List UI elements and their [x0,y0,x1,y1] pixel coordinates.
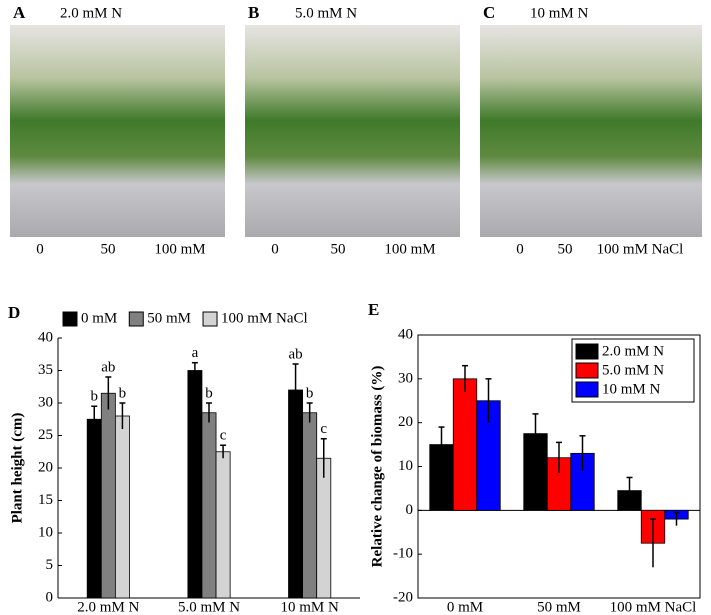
y-tick-label: 30 [398,370,413,386]
legend-label: 100 mM NaCl [221,310,308,326]
photo-label: 50 [558,241,573,257]
y-tick-label: 10 [398,458,413,474]
significance-letter: c [220,428,227,444]
significance-letter: b [205,385,213,401]
legend-label: 0 mM [81,310,117,326]
photo-label: 0 [271,241,279,257]
legend-swatch [575,362,599,379]
bar [288,389,304,599]
panel-label: A [13,3,26,22]
y-tick-label: 25 [38,427,53,443]
significance-letter: ab [288,346,302,362]
legend-swatch [202,311,218,327]
bar [215,451,231,599]
y-axis-label: Plant height (cm) [9,413,25,524]
legend-label: 2.0 mM N [602,343,664,359]
significance-letter: b [306,385,314,401]
x-tick-label: 2.0 mM N [77,599,139,615]
panel-label: C [483,3,495,22]
y-tick-label: -10 [393,546,413,562]
photo-title: 10 mM N [530,5,589,21]
photo-label: 100 mM [384,241,435,257]
legend-swatch [575,381,599,398]
panel-label: D [8,303,20,322]
y-tick-label: 0 [46,589,54,605]
y-tick-label: 20 [398,414,413,430]
legend-swatch [575,343,599,360]
photo-label: 0 [36,241,44,257]
y-tick-label: 10 [38,524,53,540]
bar [452,378,478,511]
legend-label: 10 mM N [602,381,661,397]
photo-title: 5.0 mM N [295,5,357,21]
y-tick-label: 30 [38,394,53,410]
y-tick-label: 20 [38,459,53,475]
y-tick-label: 35 [38,362,53,378]
significance-letter: a [192,345,199,361]
bar [201,412,217,599]
photo [245,25,460,237]
legend-swatch [128,311,144,327]
significance-letter: b [90,389,98,405]
y-tick-label: -20 [393,589,413,605]
x-tick-label: 50 mM [537,599,581,615]
y-tick-label: 0 [406,502,414,518]
x-tick-label: 0 mM [447,599,483,615]
photo-label: 50 [101,241,116,257]
x-tick-label: 100 mM NaCl [610,599,697,615]
photo-label: 100 mM NaCl [597,241,684,257]
panel-label: E [368,300,379,319]
legend-label: 50 mM [147,310,191,326]
significance-letter: b [119,385,127,401]
y-tick-label: 40 [38,329,53,345]
photo-label: 0 [516,241,524,257]
y-tick-label: 15 [38,492,53,508]
significance-letter: ab [101,359,115,375]
bar [114,415,130,599]
x-tick-label: 5.0 mM N [178,599,240,615]
bar [86,418,102,599]
y-axis-label: Relative change of biomass (%) [369,366,385,568]
x-tick-label: 10 mM N [280,599,339,615]
photo [480,25,702,237]
significance-letter: c [320,421,327,437]
bar [100,392,116,599]
y-tick-label: 5 [46,557,54,573]
photo-label: 100 mM [154,241,205,257]
bar [302,412,318,599]
bar [187,370,203,599]
photo-title: 2.0 mM N [60,5,122,21]
panel-label: B [248,3,259,22]
y-tick-label: 40 [398,326,413,342]
photo-label: 50 [331,241,346,257]
legend-swatch [62,311,78,327]
photo [10,25,225,237]
bar [316,457,332,599]
legend-label: 5.0 mM N [602,362,664,378]
